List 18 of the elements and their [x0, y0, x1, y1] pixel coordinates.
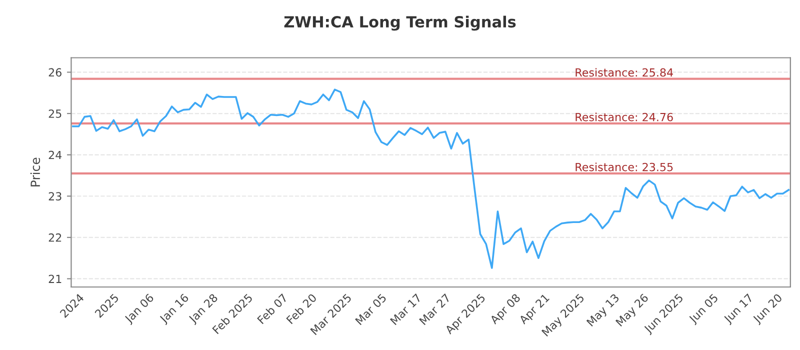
x-tick-label: Feb 20: [286, 293, 318, 324]
y-tick-label: 23: [48, 192, 62, 201]
y-tick-label: 22: [48, 233, 62, 242]
ref-line-label: Resistance: 24.76: [576, 112, 673, 122]
y-tick-label: 26: [48, 68, 62, 77]
x-tick-label: Jan 06: [124, 293, 156, 326]
y-axis-title: Price: [30, 158, 40, 186]
x-tick-label: Jan 28: [188, 293, 220, 326]
y-tick-label: 24: [48, 150, 62, 160]
x-tick-label: Mar 05: [354, 293, 387, 326]
ref-line-label: Resistance: 23.55: [576, 162, 673, 172]
x-tick-label: Jun 05: [688, 293, 720, 326]
ref-line-label: Resistance: 25.84: [576, 68, 673, 77]
chart-title: ZWH:CA Long Term Signals: [284, 16, 516, 31]
x-tick-label: Mar 27: [418, 293, 451, 326]
y-tick-label: 21: [48, 274, 62, 283]
line-series: [72, 88, 790, 269]
y-tick-label: 25: [48, 109, 62, 118]
